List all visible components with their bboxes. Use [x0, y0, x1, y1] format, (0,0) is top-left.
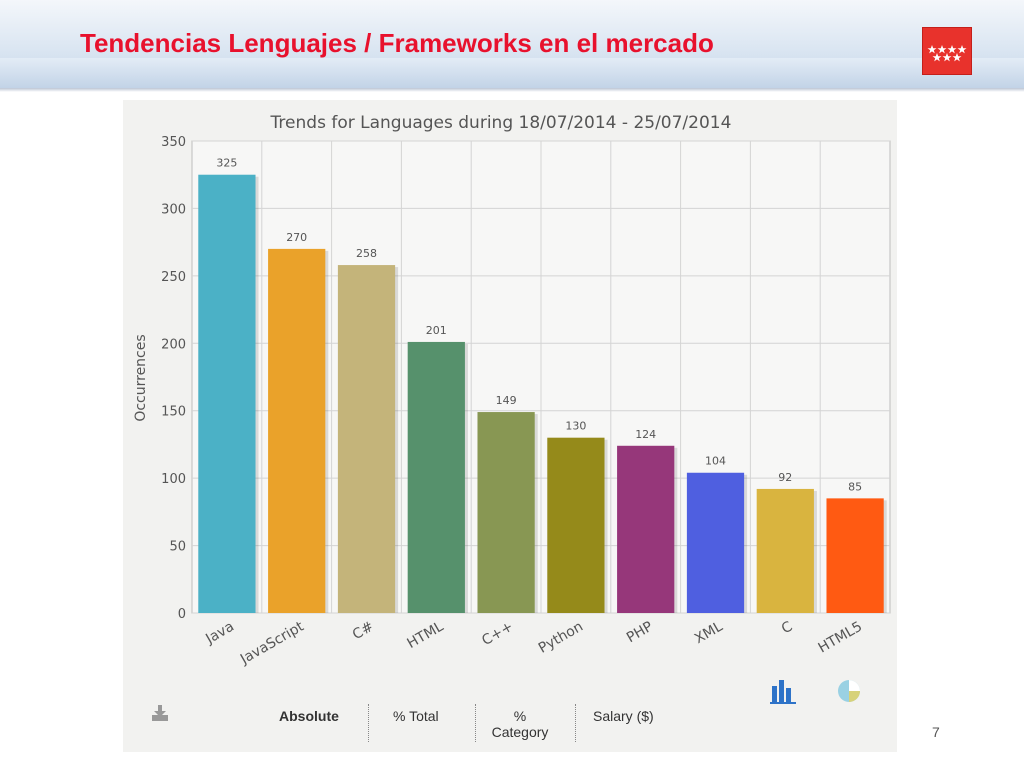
y-tick-label: 0 [178, 607, 186, 622]
bar-value-label: 149 [496, 394, 517, 407]
bar[interactable] [407, 341, 465, 613]
page-number: 7 [932, 724, 940, 740]
toolbar-separator [475, 704, 476, 742]
y-tick-label: 150 [161, 405, 186, 420]
slide-header [0, 0, 1024, 92]
salary-button[interactable]: Salary ($) [593, 708, 654, 724]
bar-value-label: 325 [216, 157, 237, 170]
madrid-flag-icon [922, 27, 972, 75]
bar[interactable] [547, 437, 605, 613]
x-tick-label: HTML [405, 619, 447, 652]
y-tick-label: 200 [161, 337, 186, 352]
x-tick-label: Java [202, 619, 236, 648]
bar[interactable] [268, 248, 326, 613]
bars [198, 174, 887, 613]
percent-category-button[interactable]: % Category [485, 708, 555, 740]
x-tick-label: XML [692, 619, 726, 648]
bar-value-label: 270 [286, 231, 307, 244]
chart-toolbar: Absolute % Total % Category Salary ($) [123, 680, 897, 752]
chart-panel: Trends for Languages during 18/07/2014 -… [123, 100, 897, 752]
bar-value-label: 130 [565, 420, 586, 433]
x-tick-label: Python [536, 619, 586, 657]
percent-category-line1: % [513, 708, 527, 724]
absolute-button[interactable]: Absolute [279, 708, 339, 724]
bar-value-label: 201 [426, 324, 447, 337]
bar[interactable] [477, 412, 535, 613]
bar-value-label: 92 [778, 471, 792, 484]
bar[interactable] [337, 265, 396, 613]
bar-value-label: 124 [635, 428, 656, 441]
bar[interactable] [686, 472, 745, 613]
toolbar-separator [368, 704, 369, 742]
x-tick-label: JavaScript [237, 618, 307, 668]
bar[interactable] [826, 498, 884, 613]
y-tick-label: 50 [169, 540, 186, 555]
bar[interactable] [756, 488, 814, 613]
bar-value-label: 85 [848, 480, 862, 493]
header-band [0, 58, 1024, 88]
y-axis-label: Occurrences [133, 334, 149, 421]
y-tick-label: 250 [161, 270, 186, 285]
y-tick-label: 100 [161, 472, 186, 487]
bar-chart: Trends for Languages during 18/07/2014 -… [133, 113, 891, 668]
bar[interactable] [198, 174, 256, 613]
bar-value-label: 104 [705, 455, 726, 468]
x-tick-label: C [779, 618, 796, 637]
toolbar-separator [575, 704, 576, 742]
x-tick-label: C# [350, 619, 377, 644]
bar-value-label: 258 [356, 247, 377, 260]
download-icon[interactable] [151, 704, 169, 722]
pie-chart-icon[interactable] [836, 678, 862, 704]
x-tick-label: PHP [624, 619, 656, 647]
bar[interactable] [617, 445, 675, 613]
y-tick-label: 300 [161, 202, 186, 217]
header-shadow [0, 88, 1024, 92]
y-tick-label: 350 [161, 135, 186, 150]
bar-chart-icon[interactable] [770, 678, 798, 704]
percent-category-line2: Category [491, 724, 549, 740]
chart-title: Trends for Languages during 18/07/2014 -… [270, 113, 732, 133]
x-tick-label: HTML5 [816, 619, 865, 657]
slide-title: Tendencias Lenguajes / Frameworks en el … [80, 28, 714, 58]
percent-total-button[interactable]: % Total [393, 708, 439, 724]
x-tick-label: C++ [479, 619, 516, 649]
